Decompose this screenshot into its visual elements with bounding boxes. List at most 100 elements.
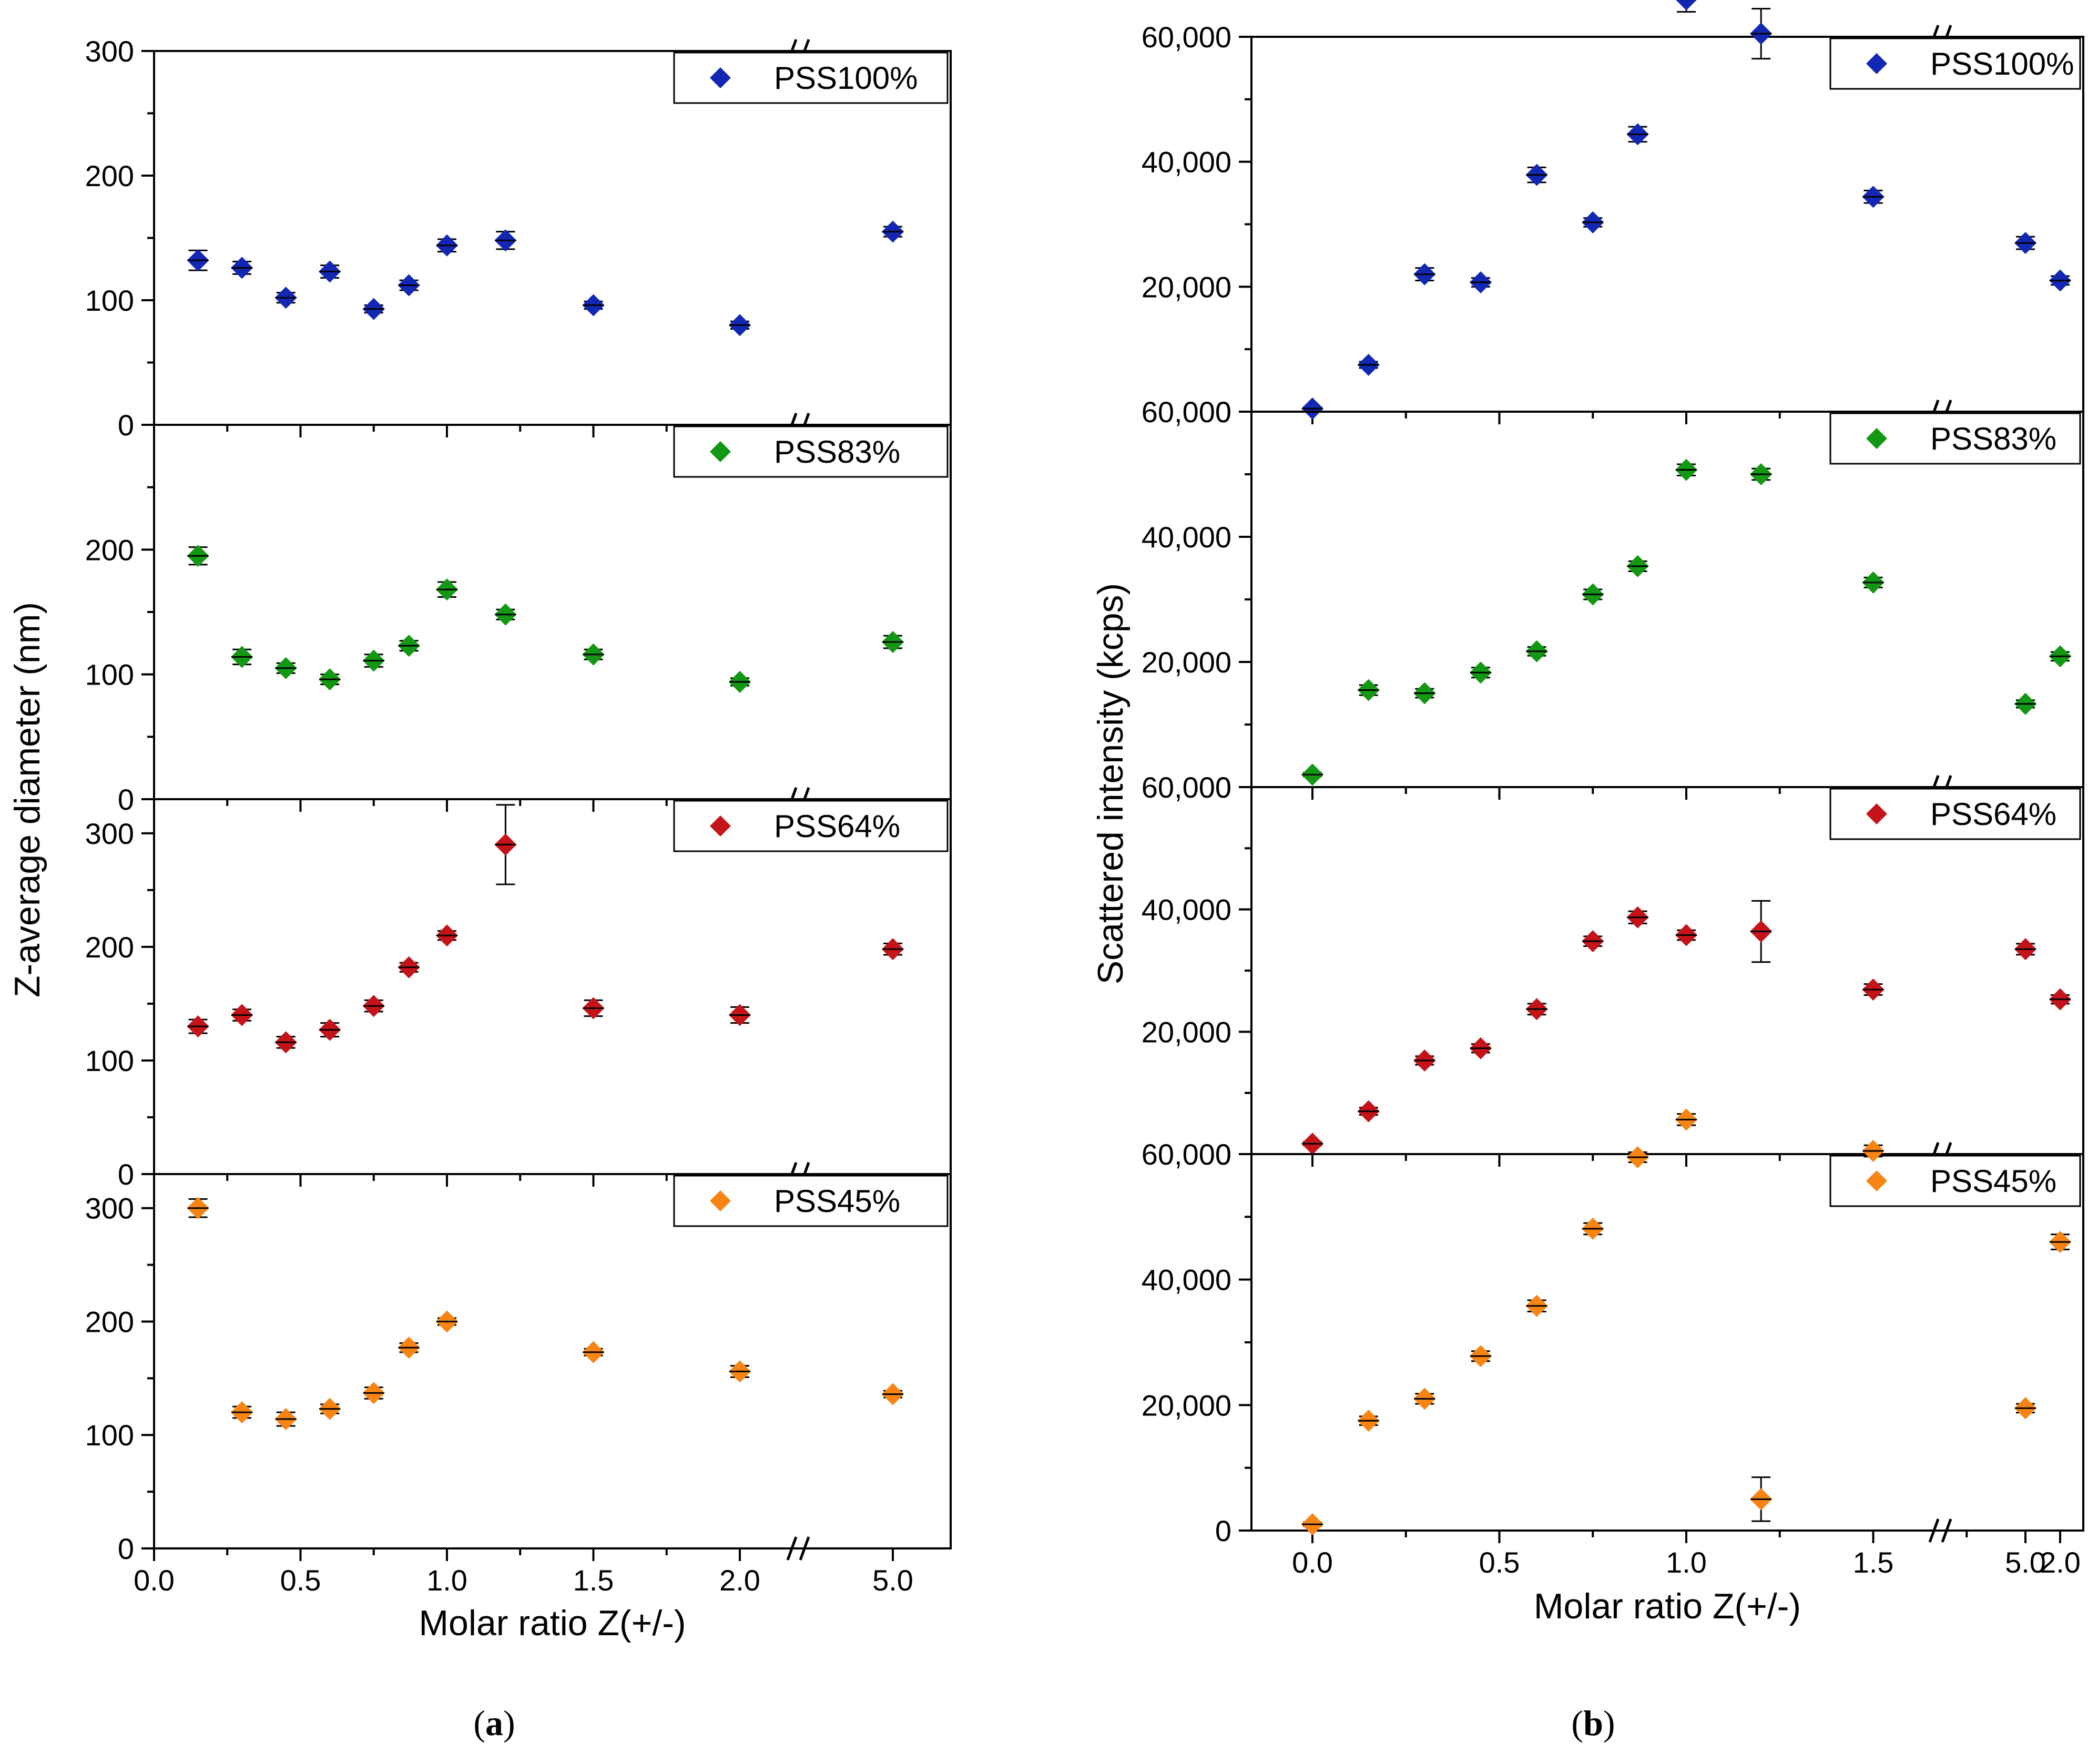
data-point bbox=[1862, 1140, 1885, 1163]
y-tick-label: 300 bbox=[85, 1192, 134, 1225]
data-point bbox=[436, 234, 458, 257]
y-tick-label: 0 bbox=[1215, 1514, 1231, 1547]
data-point bbox=[1357, 353, 1380, 376]
data-point bbox=[1301, 1133, 1323, 1155]
data-point bbox=[1582, 1218, 1604, 1240]
data-point bbox=[1413, 1388, 1436, 1410]
data-point bbox=[274, 657, 297, 679]
data-point bbox=[362, 1382, 385, 1404]
panel-a-caption: (a) bbox=[473, 1703, 515, 1743]
data-point bbox=[398, 274, 420, 297]
data-point bbox=[729, 670, 751, 693]
legend-label: PSS45% bbox=[774, 1184, 900, 1219]
data-point bbox=[1469, 1037, 1492, 1059]
data-point bbox=[729, 1004, 751, 1026]
y-tick-label: 200 bbox=[85, 159, 134, 192]
y-tick-label: 100 bbox=[85, 1419, 134, 1452]
data-point bbox=[2014, 232, 2036, 254]
data-point bbox=[494, 804, 517, 885]
data-point bbox=[1862, 186, 1885, 208]
y-tick-label: 200 bbox=[85, 533, 134, 566]
panel-b-1: 0 20,000 40,000 60,000 PSS100% bbox=[1142, 0, 2084, 429]
legend-marker-icon bbox=[1866, 428, 1887, 449]
data-point bbox=[1469, 661, 1492, 684]
data-point bbox=[187, 249, 209, 272]
data-point bbox=[882, 938, 904, 961]
data-point bbox=[231, 1004, 253, 1026]
data-point bbox=[187, 1197, 209, 1219]
data-point bbox=[274, 1408, 297, 1431]
panel-frame bbox=[153, 424, 952, 800]
data-point bbox=[1750, 1476, 1773, 1522]
data-point bbox=[2049, 1231, 2071, 1253]
data-point bbox=[1469, 1345, 1492, 1368]
x-tick-label: 5.0 bbox=[2005, 1546, 2046, 1579]
data-point bbox=[319, 1398, 341, 1420]
data-point bbox=[362, 649, 385, 672]
data-point bbox=[1525, 164, 1548, 186]
data-marker bbox=[1676, 0, 1697, 11]
data-point bbox=[436, 578, 458, 601]
data-point bbox=[1413, 263, 1436, 285]
x-tick-label: 0.0 bbox=[134, 1564, 175, 1597]
data-point bbox=[1626, 906, 1649, 929]
data-point bbox=[1469, 271, 1492, 294]
panel-a-4: 0 100 200 300 PSS45% bbox=[85, 1162, 952, 1565]
legend-marker-icon bbox=[1866, 1170, 1887, 1191]
panel-a-3: 0 100 200 300 PSS64% bbox=[85, 787, 952, 1191]
legend-label: PSS64% bbox=[1930, 797, 2056, 832]
data-point bbox=[729, 1360, 751, 1383]
data-point bbox=[1862, 571, 1885, 594]
data-point bbox=[1525, 1294, 1548, 1317]
data-point bbox=[729, 314, 751, 337]
panel-b-caption-close: ) bbox=[1603, 1703, 1615, 1743]
data-point bbox=[582, 1341, 605, 1363]
y-tick-label: 40,000 bbox=[1142, 1263, 1231, 1297]
data-point bbox=[1525, 640, 1548, 662]
panel-b-caption-open: ( bbox=[1571, 1703, 1583, 1743]
data-point bbox=[582, 997, 605, 1019]
data-point bbox=[398, 956, 420, 978]
panel-frame bbox=[1250, 786, 2084, 1155]
data-point bbox=[319, 668, 341, 691]
x-tick-label: 2.0 bbox=[2040, 1546, 2081, 1579]
data-point bbox=[1626, 555, 1649, 577]
x-tick-label: 0.5 bbox=[280, 1564, 321, 1597]
panel-b-4: 0 20,000 40,000 60,000 PSS45% bbox=[1142, 1108, 2084, 1547]
data-point bbox=[882, 220, 904, 243]
data-point bbox=[398, 1337, 420, 1359]
data-point bbox=[2014, 692, 2036, 715]
data-point bbox=[1357, 1100, 1380, 1123]
data-point bbox=[1750, 900, 1773, 963]
data-point bbox=[1675, 924, 1697, 946]
data-point bbox=[582, 294, 605, 317]
data-point bbox=[1301, 1513, 1323, 1536]
x-axis-title: Molar ratio Z(+/-) bbox=[1534, 1586, 1801, 1626]
data-point bbox=[231, 257, 253, 279]
data-point bbox=[882, 630, 904, 653]
panel-b-caption-letter: b bbox=[1583, 1703, 1603, 1743]
data-point bbox=[319, 1018, 341, 1041]
data-point bbox=[2049, 645, 2071, 668]
y-tick-label: 60,000 bbox=[1142, 771, 1231, 804]
data-point bbox=[1626, 1146, 1649, 1168]
y-tick-label: 40,000 bbox=[1142, 146, 1231, 179]
data-point bbox=[1862, 978, 1885, 1001]
data-point bbox=[274, 1031, 297, 1054]
data-point bbox=[1750, 8, 1773, 60]
data-point bbox=[1301, 763, 1323, 786]
panel-b-2: 0 20,000 40,000 60,000 PSS83% bbox=[1142, 395, 2084, 804]
data-point bbox=[882, 1383, 904, 1405]
y-tick-label: 40,000 bbox=[1142, 893, 1231, 926]
data-point bbox=[398, 635, 420, 657]
panel-a-2: 0 100 200 PSS83% bbox=[85, 413, 952, 816]
x-tick-label: 5.0 bbox=[872, 1564, 913, 1597]
data-point bbox=[2014, 938, 2036, 961]
data-point bbox=[319, 260, 341, 283]
data-point bbox=[494, 603, 517, 626]
y-tick-label: 0 bbox=[118, 409, 134, 442]
data-point bbox=[1301, 397, 1323, 420]
y-tick-label: 100 bbox=[85, 284, 134, 317]
y-tick-label: 60,000 bbox=[1142, 395, 1231, 429]
data-point bbox=[1750, 463, 1773, 485]
